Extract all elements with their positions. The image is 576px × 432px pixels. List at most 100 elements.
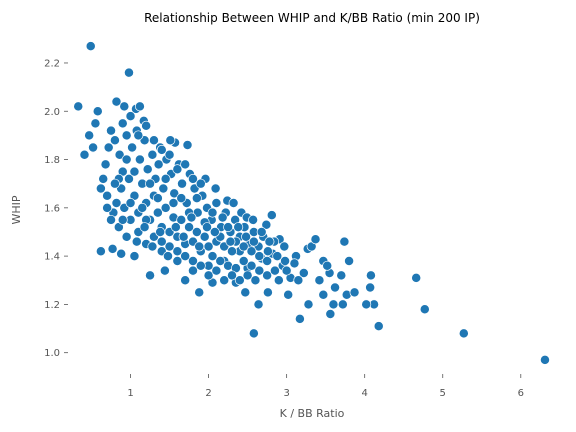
data-point xyxy=(225,236,236,247)
data-point xyxy=(184,222,195,233)
data-point xyxy=(145,178,155,189)
data-point xyxy=(79,149,90,160)
data-point xyxy=(349,287,360,298)
data-point xyxy=(373,321,384,332)
data-point xyxy=(365,270,376,281)
data-point xyxy=(163,251,173,262)
data-point xyxy=(322,260,333,271)
data-point xyxy=(219,275,230,286)
data-point xyxy=(303,299,314,310)
data-point xyxy=(73,101,84,112)
data-point xyxy=(289,258,300,269)
data-point xyxy=(121,231,132,242)
data-point xyxy=(203,270,214,281)
data-point xyxy=(127,142,138,153)
data-point xyxy=(85,41,96,52)
data-point xyxy=(361,299,372,310)
data-point xyxy=(98,173,109,184)
data-point xyxy=(164,149,175,160)
data-point xyxy=(210,183,221,194)
data-point xyxy=(330,282,340,293)
data-point xyxy=(241,231,251,242)
data-point xyxy=(199,231,210,242)
data-point xyxy=(147,149,158,160)
data-point xyxy=(344,255,355,266)
data-point xyxy=(107,243,118,254)
data-point xyxy=(195,178,206,189)
data-point xyxy=(248,328,259,339)
data-point xyxy=(124,67,134,78)
data-point xyxy=(262,270,273,281)
data-point xyxy=(153,159,164,170)
data-point xyxy=(294,313,305,324)
data-point xyxy=(180,275,191,286)
data-point xyxy=(262,255,273,266)
x-tick-label: 2 xyxy=(205,388,211,399)
data-point xyxy=(168,198,179,208)
data-point xyxy=(116,248,127,259)
data-point xyxy=(180,159,191,170)
data-point xyxy=(172,246,183,257)
data-point xyxy=(238,241,249,252)
data-point xyxy=(262,246,273,257)
data-point xyxy=(92,106,103,117)
data-point xyxy=(211,265,222,276)
data-point xyxy=(328,299,339,310)
data-point xyxy=(337,299,348,310)
data-point xyxy=(202,222,212,233)
data-point xyxy=(121,130,132,141)
data-point xyxy=(256,227,267,237)
data-point xyxy=(209,227,220,237)
data-point xyxy=(156,236,167,247)
data-point xyxy=(156,144,167,155)
data-point xyxy=(339,236,350,247)
data-point xyxy=(264,236,275,247)
data-point xyxy=(102,190,113,201)
data-point xyxy=(131,236,142,247)
data-point xyxy=(125,111,136,122)
data-point xyxy=(178,231,189,242)
data-point xyxy=(172,255,183,266)
x-axis: 1 2 3 4 5 6 xyxy=(127,374,524,399)
data-point xyxy=(117,214,128,225)
data-point xyxy=(95,183,106,194)
data-point xyxy=(111,96,122,107)
data-point xyxy=(419,304,430,315)
data-point xyxy=(458,328,469,339)
data-point xyxy=(254,251,265,262)
data-point xyxy=(125,198,136,208)
data-point xyxy=(233,222,244,233)
scatter-points xyxy=(73,41,550,365)
data-point xyxy=(227,270,237,281)
data-point xyxy=(186,212,197,223)
x-tick-label: 4 xyxy=(361,388,367,399)
data-point xyxy=(314,275,325,286)
data-point xyxy=(158,183,169,194)
data-point xyxy=(182,140,193,151)
data-point xyxy=(191,227,202,237)
data-point xyxy=(228,198,239,208)
data-point xyxy=(298,268,309,278)
data-point xyxy=(188,265,198,276)
data-point xyxy=(106,125,116,136)
data-point xyxy=(90,118,101,129)
data-point xyxy=(111,198,122,208)
data-point xyxy=(266,210,277,221)
y-axis-label: WHIP xyxy=(10,195,23,224)
data-point xyxy=(134,154,145,165)
data-point xyxy=(293,275,304,286)
y-tick-label: 1.0 xyxy=(44,348,60,359)
data-point xyxy=(238,255,249,266)
data-point xyxy=(223,222,234,233)
data-point xyxy=(194,287,205,298)
data-point xyxy=(279,241,290,252)
data-point xyxy=(240,287,251,298)
data-point xyxy=(129,251,140,262)
data-point xyxy=(215,255,226,266)
data-point xyxy=(188,255,198,266)
y-tick-label: 1.2 xyxy=(44,300,60,311)
data-point xyxy=(176,214,187,225)
y-tick-label: 2.2 xyxy=(44,58,60,69)
data-point xyxy=(165,135,176,146)
